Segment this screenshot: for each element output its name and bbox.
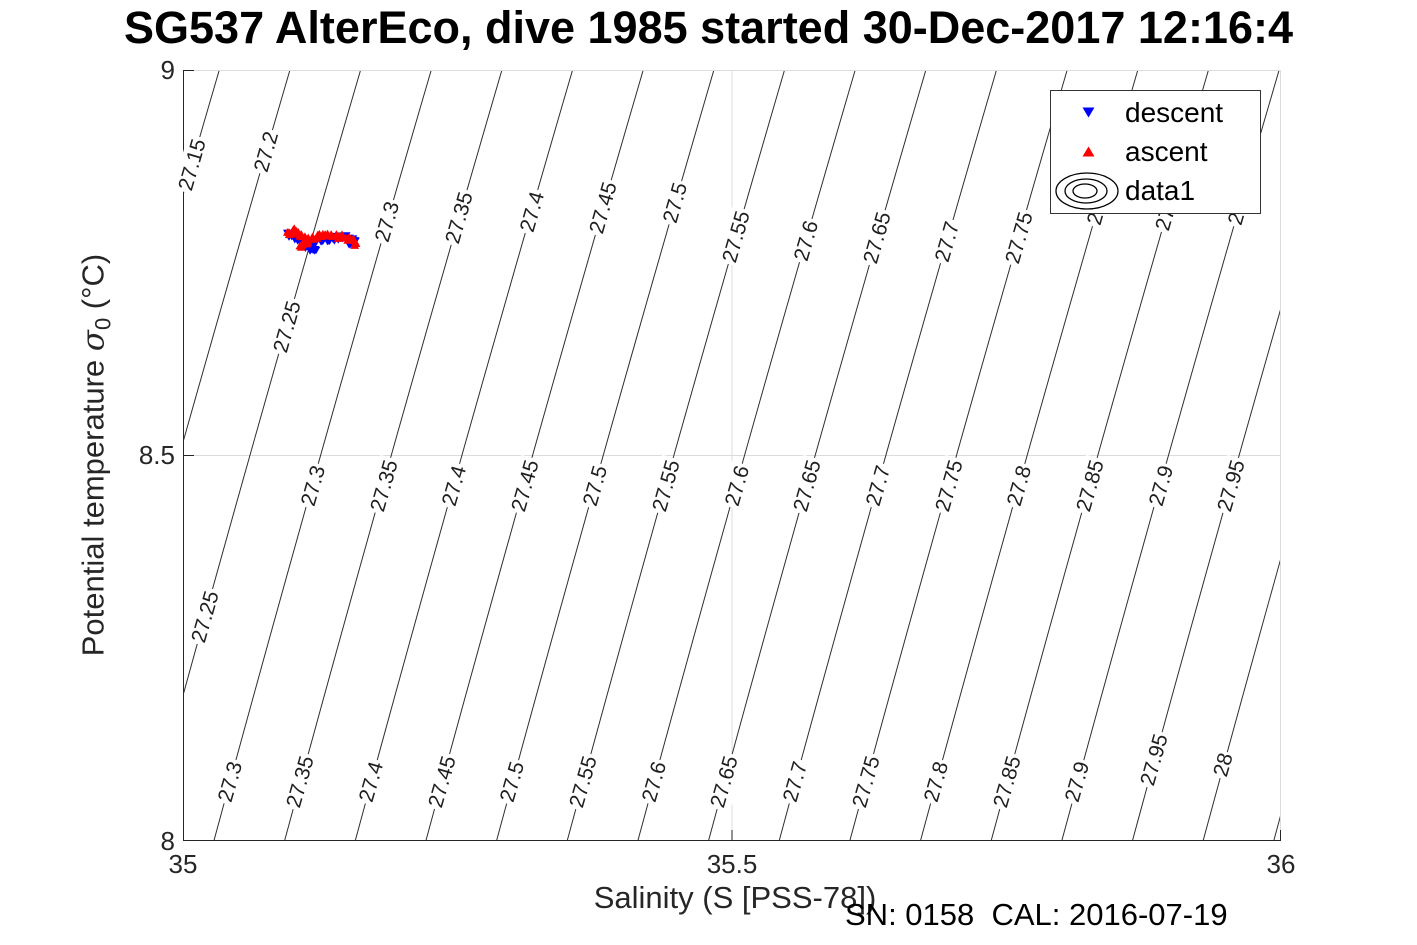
contour-line (213, 70, 432, 841)
ascent-marker (303, 238, 313, 246)
y-axis-label: Potential temperature σ0 (°C) (75, 253, 116, 657)
contour-line (637, 70, 856, 841)
contour-line (183, 70, 291, 445)
legend: descent ascent data1 (1050, 90, 1261, 214)
contour-line (849, 70, 1068, 841)
contour-rings-icon (1051, 171, 1125, 211)
y-tick-9: 9 (160, 55, 175, 85)
sn-cal-annotation: SN: 0158 CAL: 2016-07-19 (845, 897, 1228, 932)
x-tick-35-5: 35.5 (706, 849, 758, 879)
contour-line (707, 70, 927, 841)
x-tick-36: 36 (1266, 849, 1296, 879)
sigma-symbol: σ (75, 330, 112, 352)
legend-item-data1: data1 (1051, 172, 1260, 210)
legend-label-descent: descent (1125, 96, 1224, 128)
ascent-marker (350, 241, 360, 249)
contour-line (1202, 556, 1281, 841)
contour-line (284, 70, 503, 841)
chart-title: SG537 AlterEco, dive 1985 started 30-Dec… (124, 2, 1293, 53)
contour-line (183, 70, 362, 698)
legend-label-data1: data1 (1125, 175, 1196, 207)
contour-line (778, 70, 997, 841)
legend-item-ascent: ascent (1051, 133, 1260, 171)
y-tick-8: 8 (160, 826, 175, 856)
contour-line (566, 70, 786, 841)
contour-line (354, 70, 574, 841)
x-tick-35: 35 (168, 849, 198, 879)
legend-item-descent: descent (1051, 94, 1260, 132)
legend-label-ascent: ascent (1125, 135, 1208, 167)
ascent-marker-icon (1051, 146, 1125, 157)
x-axis-label: Salinity (S [PSS-78]) (593, 880, 877, 915)
descent-marker-icon (1051, 107, 1125, 118)
y-tick-8-5: 8.5 (138, 440, 175, 470)
